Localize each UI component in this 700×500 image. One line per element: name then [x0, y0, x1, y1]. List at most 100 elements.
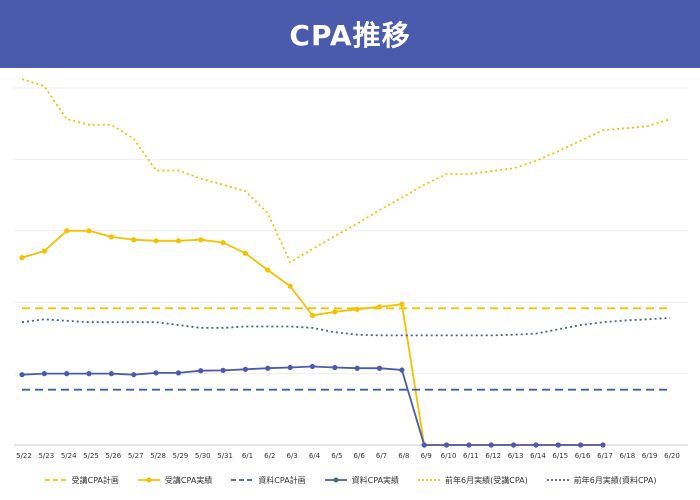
legend-swatch — [546, 479, 569, 481]
data-point — [376, 304, 383, 310]
legend-swatch — [418, 479, 441, 481]
x-tick-label: 5/22 — [16, 452, 32, 460]
data-point — [19, 372, 25, 378]
legend-label: 前年6月実績(資料CPA) — [573, 475, 657, 485]
x-tick-label: 6/2 — [264, 452, 275, 460]
data-point — [108, 371, 114, 377]
data-point — [354, 306, 360, 312]
legend-item: 前年6月実績(受講CPA) — [417, 475, 528, 486]
data-point — [488, 442, 494, 448]
x-tick-label: 6/4 — [309, 452, 321, 460]
x-tick-label: 6/20 — [664, 452, 680, 460]
data-point — [332, 309, 338, 315]
x-tick-label: 6/14 — [530, 452, 546, 460]
x-tick-label: 6/17 — [597, 452, 613, 460]
x-tick-label: 5/31 — [217, 452, 233, 460]
line-chart: 5/22 5/23 5/24 5/25 5/26 5/27 5/28 5/29 5/30 5/31… — [14, 78, 688, 460]
x-tick-label: 6/11 — [463, 452, 479, 460]
x-tick-label: 6/6 — [354, 452, 366, 460]
x-tick-label: 6/12 — [485, 452, 501, 460]
data-point — [578, 442, 584, 448]
legend-swatch — [231, 479, 254, 481]
x-tick-label: 6/5 — [331, 452, 342, 460]
data-point — [64, 228, 70, 234]
x-tick-label: 6/19 — [642, 452, 658, 460]
data-point — [175, 238, 182, 244]
series-line-5 — [21, 317, 671, 337]
series-line-3 — [21, 365, 603, 446]
legend-label: 資料CPA計画 — [258, 475, 306, 485]
data-point — [41, 248, 47, 254]
legend-swatch — [137, 477, 160, 483]
x-tick-label: 6/1 — [242, 452, 253, 460]
x-tick-label: 5/27 — [128, 452, 144, 460]
data-point — [421, 442, 427, 448]
data-point — [287, 364, 293, 371]
x-tick-label: 5/24 — [61, 452, 77, 460]
x-tick-label: 5/29 — [173, 452, 189, 460]
data-point — [198, 237, 204, 243]
legend-item: 資料CPA実績 — [324, 475, 399, 486]
legend-item: 前年6月実績(資料CPA) — [546, 475, 657, 486]
legend-item: 受講CPA計画 — [44, 475, 119, 486]
legend-swatch — [324, 477, 347, 483]
data-point — [399, 301, 405, 307]
data-point — [466, 442, 472, 448]
data-point — [332, 364, 338, 371]
data-point — [242, 250, 249, 256]
x-tick-label: 5/28 — [150, 452, 166, 460]
x-tick-label: 5/30 — [195, 452, 211, 460]
data-point — [510, 442, 517, 448]
data-point — [287, 283, 293, 289]
x-tick-label: 6/16 — [575, 452, 591, 460]
data-point — [153, 370, 159, 376]
series-line-4 — [21, 78, 671, 264]
data-point — [309, 363, 316, 370]
data-point — [399, 367, 405, 373]
x-tick-label: 6/13 — [508, 452, 524, 460]
header-bar: CPA推移 — [0, 0, 700, 68]
data-point — [198, 368, 204, 374]
data-point — [131, 237, 137, 243]
legend-swatch — [44, 479, 67, 481]
legend-item: 資料CPA計画 — [230, 475, 306, 486]
data-point — [265, 267, 271, 273]
page-title: CPA推移 — [289, 19, 411, 52]
data-point — [354, 365, 360, 371]
legend-label: 前年6月実績(受講CPA) — [445, 475, 528, 485]
data-point — [41, 371, 47, 377]
x-tick-label: 5/25 — [83, 452, 99, 460]
data-point — [533, 442, 539, 448]
x-tick-label: 6/3 — [287, 452, 298, 460]
x-tick-label: 6/10 — [441, 452, 457, 460]
data-point — [64, 371, 70, 377]
x-tick-label: 5/26 — [106, 452, 122, 460]
data-point — [242, 366, 249, 372]
data-point — [220, 239, 226, 246]
data-point — [376, 365, 383, 371]
data-point — [555, 442, 561, 448]
x-tick-label: 5/23 — [38, 452, 54, 460]
legend: 受講CPA計画 受講CPA実績 資料CPA計画 資料CPA実績 前年6月実績(受講CPA… — [0, 470, 700, 490]
data-point — [19, 254, 25, 261]
data-point — [600, 442, 606, 448]
data-point — [443, 442, 450, 448]
data-point — [175, 370, 182, 376]
x-tick-label: 6/8 — [398, 452, 409, 460]
legend-label: 受講CPA計画 — [71, 475, 119, 485]
series-line-1 — [21, 229, 603, 446]
legend-marker — [146, 477, 152, 483]
data-point — [86, 228, 92, 234]
data-point — [265, 365, 271, 371]
legend-label: 受講CPA実績 — [164, 475, 213, 485]
x-tick-label: 6/18 — [619, 452, 635, 460]
data-point — [131, 372, 137, 378]
data-point — [86, 371, 92, 377]
legend-marker — [333, 477, 339, 483]
x-tick-label: 6/9 — [421, 452, 432, 460]
data-point — [309, 312, 316, 319]
data-point — [153, 238, 159, 244]
x-tick-label: 6/15 — [552, 452, 568, 460]
data-point — [108, 234, 114, 240]
data-point — [220, 367, 226, 373]
